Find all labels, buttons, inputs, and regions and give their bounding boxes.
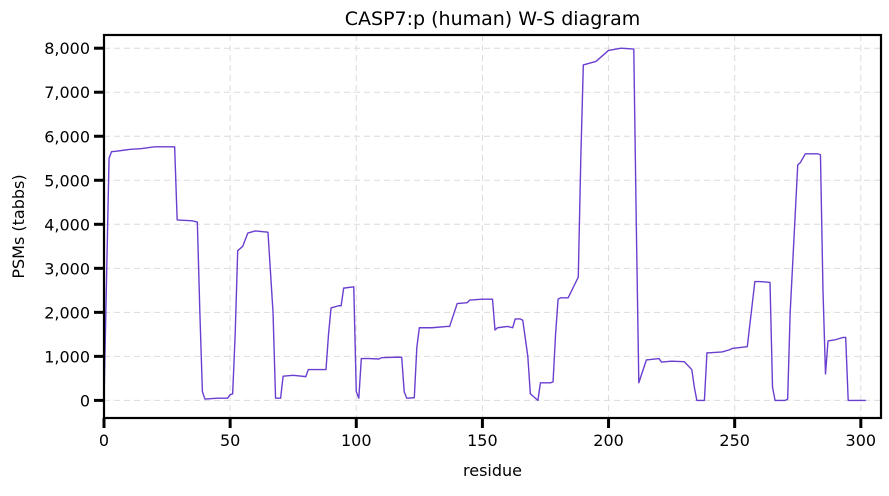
y-axis-title: PSMs (tabbs) bbox=[9, 174, 28, 278]
y-tick-label: 8,000 bbox=[44, 39, 90, 58]
series-line bbox=[103, 47, 866, 402]
y-tick-label: 0 bbox=[80, 391, 90, 410]
y-tick-label: 5,000 bbox=[44, 171, 90, 190]
y-tick-label: 6,000 bbox=[44, 127, 90, 146]
x-tick-label: 0 bbox=[99, 431, 109, 450]
x-axis: 0 50 100 150 200 250 300 bbox=[99, 418, 876, 450]
series-layer bbox=[103, 47, 866, 402]
x-tick-label: 300 bbox=[846, 431, 877, 450]
grid bbox=[103, 35, 881, 418]
y-axis: 0 1,000 2,000 3,000 4,000 5,000 6,000 7,000 8,00… bbox=[44, 39, 104, 410]
x-tick-label: 150 bbox=[467, 431, 498, 450]
y-tick-label: 1,000 bbox=[44, 347, 90, 366]
x-tick-label: 50 bbox=[220, 431, 240, 450]
x-tick-label: 250 bbox=[719, 431, 750, 450]
y-tick-label: 4,000 bbox=[44, 215, 90, 234]
y-tick-label: 3,000 bbox=[44, 259, 90, 278]
y-tick-label: 2,000 bbox=[44, 303, 90, 322]
x-axis-title: residue bbox=[463, 461, 522, 480]
y-tick-label: 7,000 bbox=[44, 83, 90, 102]
plot-frame bbox=[102, 33, 883, 420]
x-tick-label: 200 bbox=[593, 431, 624, 450]
chart-title: CASP7:p (human) W-S diagram bbox=[345, 8, 641, 30]
x-tick-label: 100 bbox=[341, 431, 372, 450]
